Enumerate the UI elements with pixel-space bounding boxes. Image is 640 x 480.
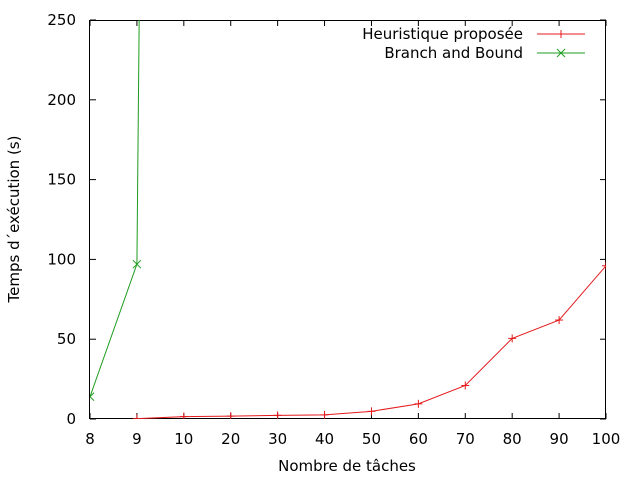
axis-ticks <box>89 19 607 420</box>
x-tick-label: 20 <box>221 430 240 448</box>
y-tick-label: 0 <box>66 410 76 428</box>
legend-marker <box>557 30 565 38</box>
data-point <box>461 381 470 390</box>
data-point <box>602 261 606 270</box>
series-1 <box>90 20 142 402</box>
legend-label: Branch and Bound <box>384 44 523 62</box>
data-point <box>226 412 235 419</box>
x-tick-label: 8 <box>85 430 95 448</box>
series-line <box>90 20 140 397</box>
y-tick-label: 200 <box>47 91 76 109</box>
y-tick-label: 100 <box>47 250 76 268</box>
legend-label: Heuristique proposée <box>362 25 523 43</box>
x-axis-label: Nombre de tâches <box>278 457 416 475</box>
series-layer <box>90 20 606 419</box>
y-tick-label: 50 <box>57 330 76 348</box>
y-axis-label: Temps d´exécution (s) <box>5 136 23 304</box>
series-0 <box>132 261 606 419</box>
data-point <box>90 392 95 402</box>
y-tick-label: 150 <box>47 171 76 189</box>
data-point <box>320 410 329 419</box>
data-point <box>132 259 142 269</box>
data-point <box>414 399 423 408</box>
x-tick-label: 80 <box>503 430 522 448</box>
x-tick-label: 30 <box>268 430 287 448</box>
x-tick-label: 9 <box>132 430 142 448</box>
data-point <box>132 414 141 419</box>
data-point <box>273 411 282 419</box>
x-tick-label: 60 <box>409 430 428 448</box>
series-line <box>136 265 606 419</box>
x-tick-label: 70 <box>456 430 475 448</box>
data-point <box>508 334 517 343</box>
x-tick-label: 10 <box>174 430 193 448</box>
legend-marker <box>556 48 566 58</box>
data-point <box>179 412 188 419</box>
y-tick-label: 250 <box>47 11 76 29</box>
x-tick-label: 50 <box>362 430 381 448</box>
plot-frame <box>89 20 606 419</box>
data-point <box>367 407 376 416</box>
tick-labels: 8 9 10 20 30 40 50 60 70 80 90 100 0 50 100 150 200 250 <box>47 11 620 448</box>
x-tick-label: 90 <box>550 430 569 448</box>
data-point <box>555 316 564 325</box>
x-tick-label: 40 <box>315 430 334 448</box>
x-tick-label: 100 <box>592 430 621 448</box>
